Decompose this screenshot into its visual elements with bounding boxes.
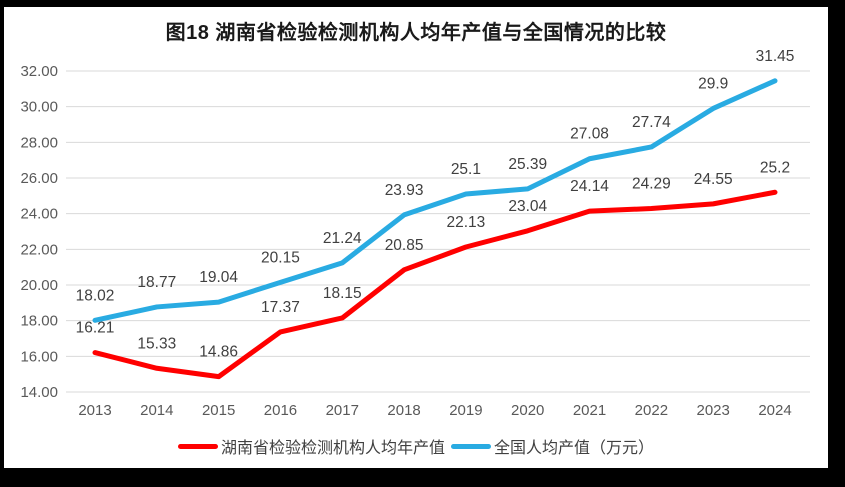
y-axis-tick-label: 20.00 <box>20 277 58 294</box>
hunan-data-label: 24.55 <box>694 171 733 188</box>
y-axis-tick-label: 28.00 <box>20 134 58 151</box>
national-data-label: 18.02 <box>76 287 115 304</box>
y-axis-tick-label: 14.00 <box>20 384 58 401</box>
hunan-series-line <box>92 189 778 380</box>
y-axis-tick-label: 26.00 <box>20 170 58 187</box>
hunan-data-label: 18.15 <box>323 285 362 302</box>
x-axis-tick-label: 2021 <box>573 402 606 419</box>
x-axis-tick-label: 2023 <box>696 402 729 419</box>
x-axis-tick-label: 2015 <box>202 402 235 419</box>
x-axis-tick-label: 2024 <box>758 402 791 419</box>
chart-canvas: 图18 湖南省检验检测机构人均年产值与全国情况的比较 14.00 16.00 18.… <box>4 7 828 468</box>
hunan-data-label: 25.2 <box>760 159 790 176</box>
x-axis-tick-label: 2014 <box>140 402 173 419</box>
hunan-data-label: 24.14 <box>570 178 609 195</box>
y-axis-tick-label: 18.00 <box>20 313 58 330</box>
y-axis-tick-label: 30.00 <box>20 99 58 116</box>
hunan-data-label: 22.13 <box>447 214 486 231</box>
national-series-line <box>92 78 778 323</box>
chart-legend: 湖南省检验检测机构人均年产值 全国人均产值（万元） <box>4 434 828 458</box>
hunan-data-label: 15.33 <box>137 335 176 352</box>
national-data-label: 31.45 <box>756 48 795 65</box>
y-axis-tick-label: 24.00 <box>20 206 58 223</box>
national-data-label: 27.08 <box>570 126 609 143</box>
x-axis-tick-label: 2022 <box>635 402 668 419</box>
national-data-label: 19.04 <box>199 269 238 286</box>
hunan-line-swatch <box>177 443 218 449</box>
national-data-label: 23.93 <box>385 182 424 199</box>
hunan-data-label: 16.21 <box>76 320 115 337</box>
line-chart-plot: 14.00 16.00 18.00 20.00 22.00 24.00 26.00 28.00… <box>20 48 810 419</box>
national-data-label: 25.39 <box>508 156 547 173</box>
x-axis-tick-label: 2018 <box>387 402 420 419</box>
legend-label-hunan: 湖南省检验检测机构人均年产值 <box>220 440 445 457</box>
national-data-label: 20.15 <box>261 249 300 266</box>
national-line-swatch <box>451 443 491 449</box>
x-axis-tick-label: 2017 <box>326 402 359 419</box>
hunan-data-label: 20.85 <box>385 237 424 254</box>
hunan-data-label: 17.37 <box>261 299 300 316</box>
national-data-label: 21.24 <box>323 230 362 247</box>
x-axis-tick-label: 2016 <box>264 402 297 419</box>
x-axis-tick-label: 2019 <box>449 402 482 419</box>
chart-title: 图18 湖南省检验检测机构人均年产值与全国情况的比较 <box>165 22 667 44</box>
legend-item-national: 全国人均产值（万元） <box>451 434 654 458</box>
legend-label-national: 全国人均产值（万元） <box>494 440 655 457</box>
hunan-data-label: 24.29 <box>632 175 671 192</box>
national-data-label: 29.9 <box>698 75 728 92</box>
y-axis-tick-label: 22.00 <box>20 241 58 258</box>
national-data-label: 27.74 <box>632 114 671 131</box>
hunan-data-label: 23.04 <box>508 198 547 215</box>
y-axis-tick-label: 32.00 <box>20 63 58 80</box>
y-axis-tick-label: 16.00 <box>20 348 58 365</box>
legend-item-hunan: 湖南省检验检测机构人均年产值 <box>177 434 445 458</box>
x-axis-tick-label: 2020 <box>511 402 544 419</box>
hunan-data-label: 14.86 <box>199 344 238 361</box>
x-axis-tick-label: 2013 <box>78 402 111 419</box>
national-data-label: 25.1 <box>451 161 481 178</box>
national-data-label: 18.77 <box>137 274 176 291</box>
